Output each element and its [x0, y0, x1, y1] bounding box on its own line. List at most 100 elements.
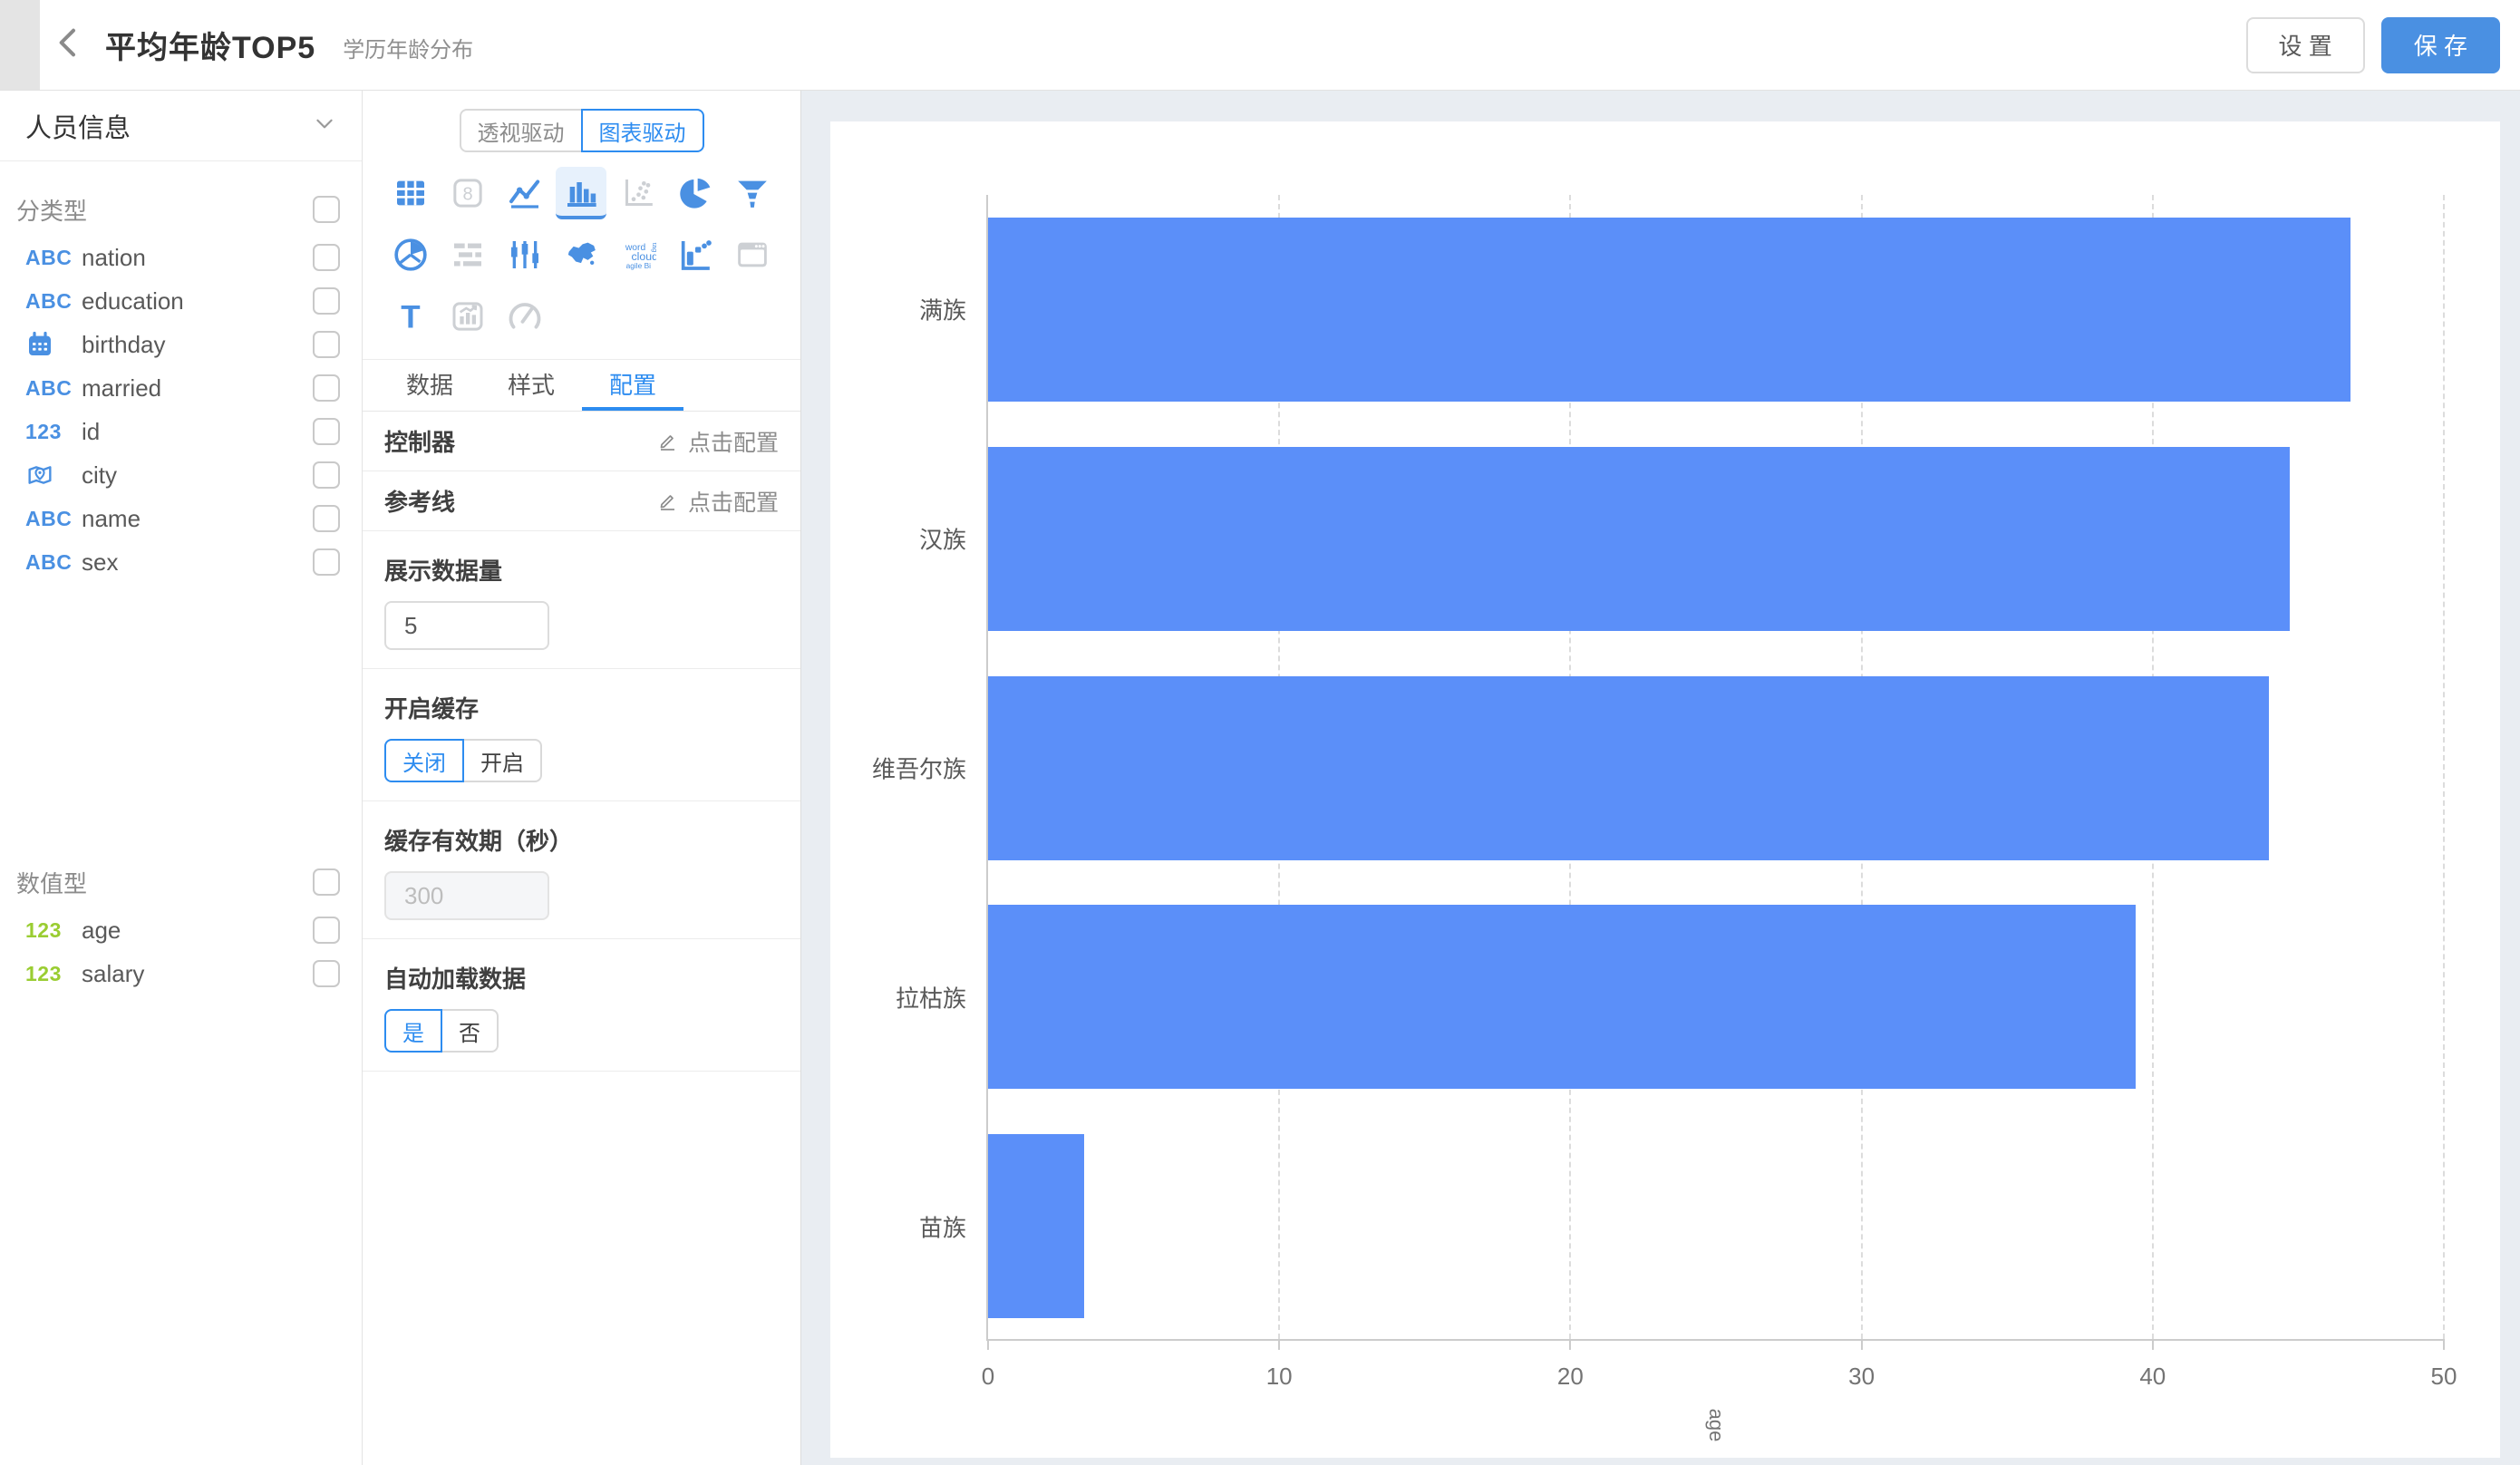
section-checkbox[interactable]: [313, 868, 340, 896]
category-label: 汉族: [918, 526, 966, 554]
field-sidebar: 人员信息 分类型 ABC nation ABC education birthday ABC…: [0, 91, 363, 1465]
abc-blue-icon: ABC: [25, 549, 73, 574]
back-button[interactable]: [40, 0, 98, 90]
x-axis-tick: [2443, 1339, 2445, 1350]
field-item-sex[interactable]: ABC sex: [0, 540, 362, 584]
pie-chart-icon[interactable]: [670, 167, 721, 219]
render-mode-option[interactable]: 透视驱动: [459, 109, 583, 152]
field-checkbox[interactable]: [313, 331, 340, 358]
field-item-salary[interactable]: 123 salary: [0, 952, 362, 995]
tab-样式[interactable]: 样式: [508, 371, 556, 399]
field-item-married[interactable]: ABC married: [0, 366, 362, 410]
x-axis-tick: [987, 1339, 989, 1350]
field-name: birthday: [82, 330, 166, 358]
chart-card: age 0 10 20 30 40 50 满族 汉族 维吾尔族 拉枯族 苗族: [830, 121, 2500, 1458]
corner-block: [0, 0, 40, 90]
field-checkbox[interactable]: [313, 917, 340, 944]
svg-text:agile Bi: agile Bi: [626, 261, 651, 270]
field-item-id[interactable]: 123 id: [0, 410, 362, 453]
iframe-window-icon: [727, 228, 778, 281]
field-name: salary: [82, 959, 145, 987]
field-item-nation[interactable]: ABC nation: [0, 236, 362, 279]
x-axis-tick: [1860, 1339, 1863, 1350]
svg-text:8: 8: [463, 185, 473, 205]
config-row-action[interactable]: 点击配置: [657, 425, 779, 458]
dataset-selector[interactable]: 人员信息: [0, 91, 362, 161]
field-section-label: 数值型: [16, 869, 88, 897]
cache-label: 开启缓存: [384, 695, 480, 723]
field-name: age: [82, 916, 121, 944]
field-name: sex: [82, 548, 119, 576]
abc-blue-icon: ABC: [25, 245, 73, 269]
field-checkbox[interactable]: [313, 418, 340, 445]
field-section-header: 数值型: [0, 856, 362, 908]
field-name: id: [82, 417, 101, 445]
bar-拉枯族[interactable]: [988, 905, 2136, 1090]
autoload-option[interactable]: 是: [384, 1009, 442, 1053]
field-checkbox[interactable]: [313, 548, 340, 576]
field-checkbox[interactable]: [313, 374, 340, 402]
autoload-label: 自动加载数据: [384, 965, 527, 993]
pencil-icon: [657, 431, 679, 452]
render-mode-option[interactable]: 图表驱动: [580, 109, 704, 152]
line-chart-icon[interactable]: [499, 167, 550, 219]
section-checkbox[interactable]: [313, 196, 340, 223]
candlestick-chart-icon[interactable]: [499, 228, 550, 281]
cache-section: 开启缓存 关闭 开启: [363, 669, 800, 801]
autoload-toggle: 是否: [384, 1009, 499, 1053]
funnel-chart-icon[interactable]: [727, 167, 778, 219]
config-row-action[interactable]: 点击配置: [657, 485, 779, 518]
category-label: 拉枯族: [895, 985, 966, 1013]
field-name: nation: [82, 243, 146, 271]
waterfall-chart-icon[interactable]: [670, 228, 721, 281]
page-subtitle: 学历年龄分布: [343, 38, 474, 63]
field-name: city: [82, 461, 117, 489]
field-checkbox[interactable]: [313, 244, 340, 271]
field-item-city[interactable]: city: [0, 453, 362, 497]
bar-汉族[interactable]: [988, 446, 2290, 631]
field-checkbox[interactable]: [313, 505, 340, 532]
bar-苗族[interactable]: [988, 1134, 1084, 1319]
bar-chart-icon[interactable]: [556, 167, 607, 219]
x-axis-tick: [1278, 1339, 1281, 1350]
display-count-section: 展示数据量: [363, 531, 800, 669]
tab-配置[interactable]: 配置: [582, 360, 684, 411]
text-label-icon[interactable]: T: [385, 290, 436, 343]
settings-button[interactable]: 设 置: [2245, 16, 2365, 73]
cache-option[interactable]: 关闭: [384, 739, 464, 782]
field-name: married: [82, 374, 162, 402]
save-button[interactable]: 保 存: [2380, 16, 2500, 73]
svg-text:word: word: [625, 243, 646, 253]
bar-维吾尔族[interactable]: [988, 675, 2270, 860]
top-bar: 平均年龄TOP5 学历年龄分布 设 置 保 存: [0, 0, 2520, 91]
bar-满族[interactable]: [988, 217, 2351, 402]
config-row: 控制器 点击配置: [363, 412, 800, 471]
abc-blue-icon: ABC: [25, 375, 73, 400]
page-title: 平均年龄TOP5: [105, 31, 316, 65]
category-label: 满族: [918, 296, 966, 325]
panel-tabs: 数据 样式 配置: [363, 359, 800, 412]
svg-text:cloud: cloud: [632, 250, 657, 263]
word-cloud-icon[interactable]: word cloud agile Bi tag: [613, 228, 664, 281]
field-checkbox[interactable]: [313, 960, 340, 987]
table-icon[interactable]: [385, 167, 436, 219]
field-item-age[interactable]: 123 age: [0, 908, 362, 952]
field-item-birthday[interactable]: birthday: [0, 323, 362, 366]
field-checkbox[interactable]: [313, 287, 340, 315]
field-checkbox[interactable]: [313, 461, 340, 489]
autoload-option[interactable]: 否: [441, 1009, 499, 1053]
field-item-name[interactable]: ABC name: [0, 497, 362, 540]
chart-canvas: age 0 10 20 30 40 50 满族 汉族 维吾尔族 拉枯族 苗族: [801, 91, 2520, 1465]
rose-chart-icon[interactable]: [385, 228, 436, 281]
123-blue-icon: 123: [25, 419, 62, 443]
svg-text:T: T: [402, 300, 421, 335]
display-count-input[interactable]: [384, 601, 549, 650]
field-name: education: [82, 286, 184, 315]
gridline: [2443, 195, 2445, 1339]
tab-数据[interactable]: 数据: [406, 371, 454, 399]
cache-option[interactable]: 开启: [462, 739, 542, 782]
display-count-label: 展示数据量: [384, 558, 503, 585]
china-map-icon[interactable]: [556, 228, 606, 281]
field-item-education[interactable]: ABC education: [0, 279, 362, 323]
gauge-chart-icon: [499, 290, 550, 343]
